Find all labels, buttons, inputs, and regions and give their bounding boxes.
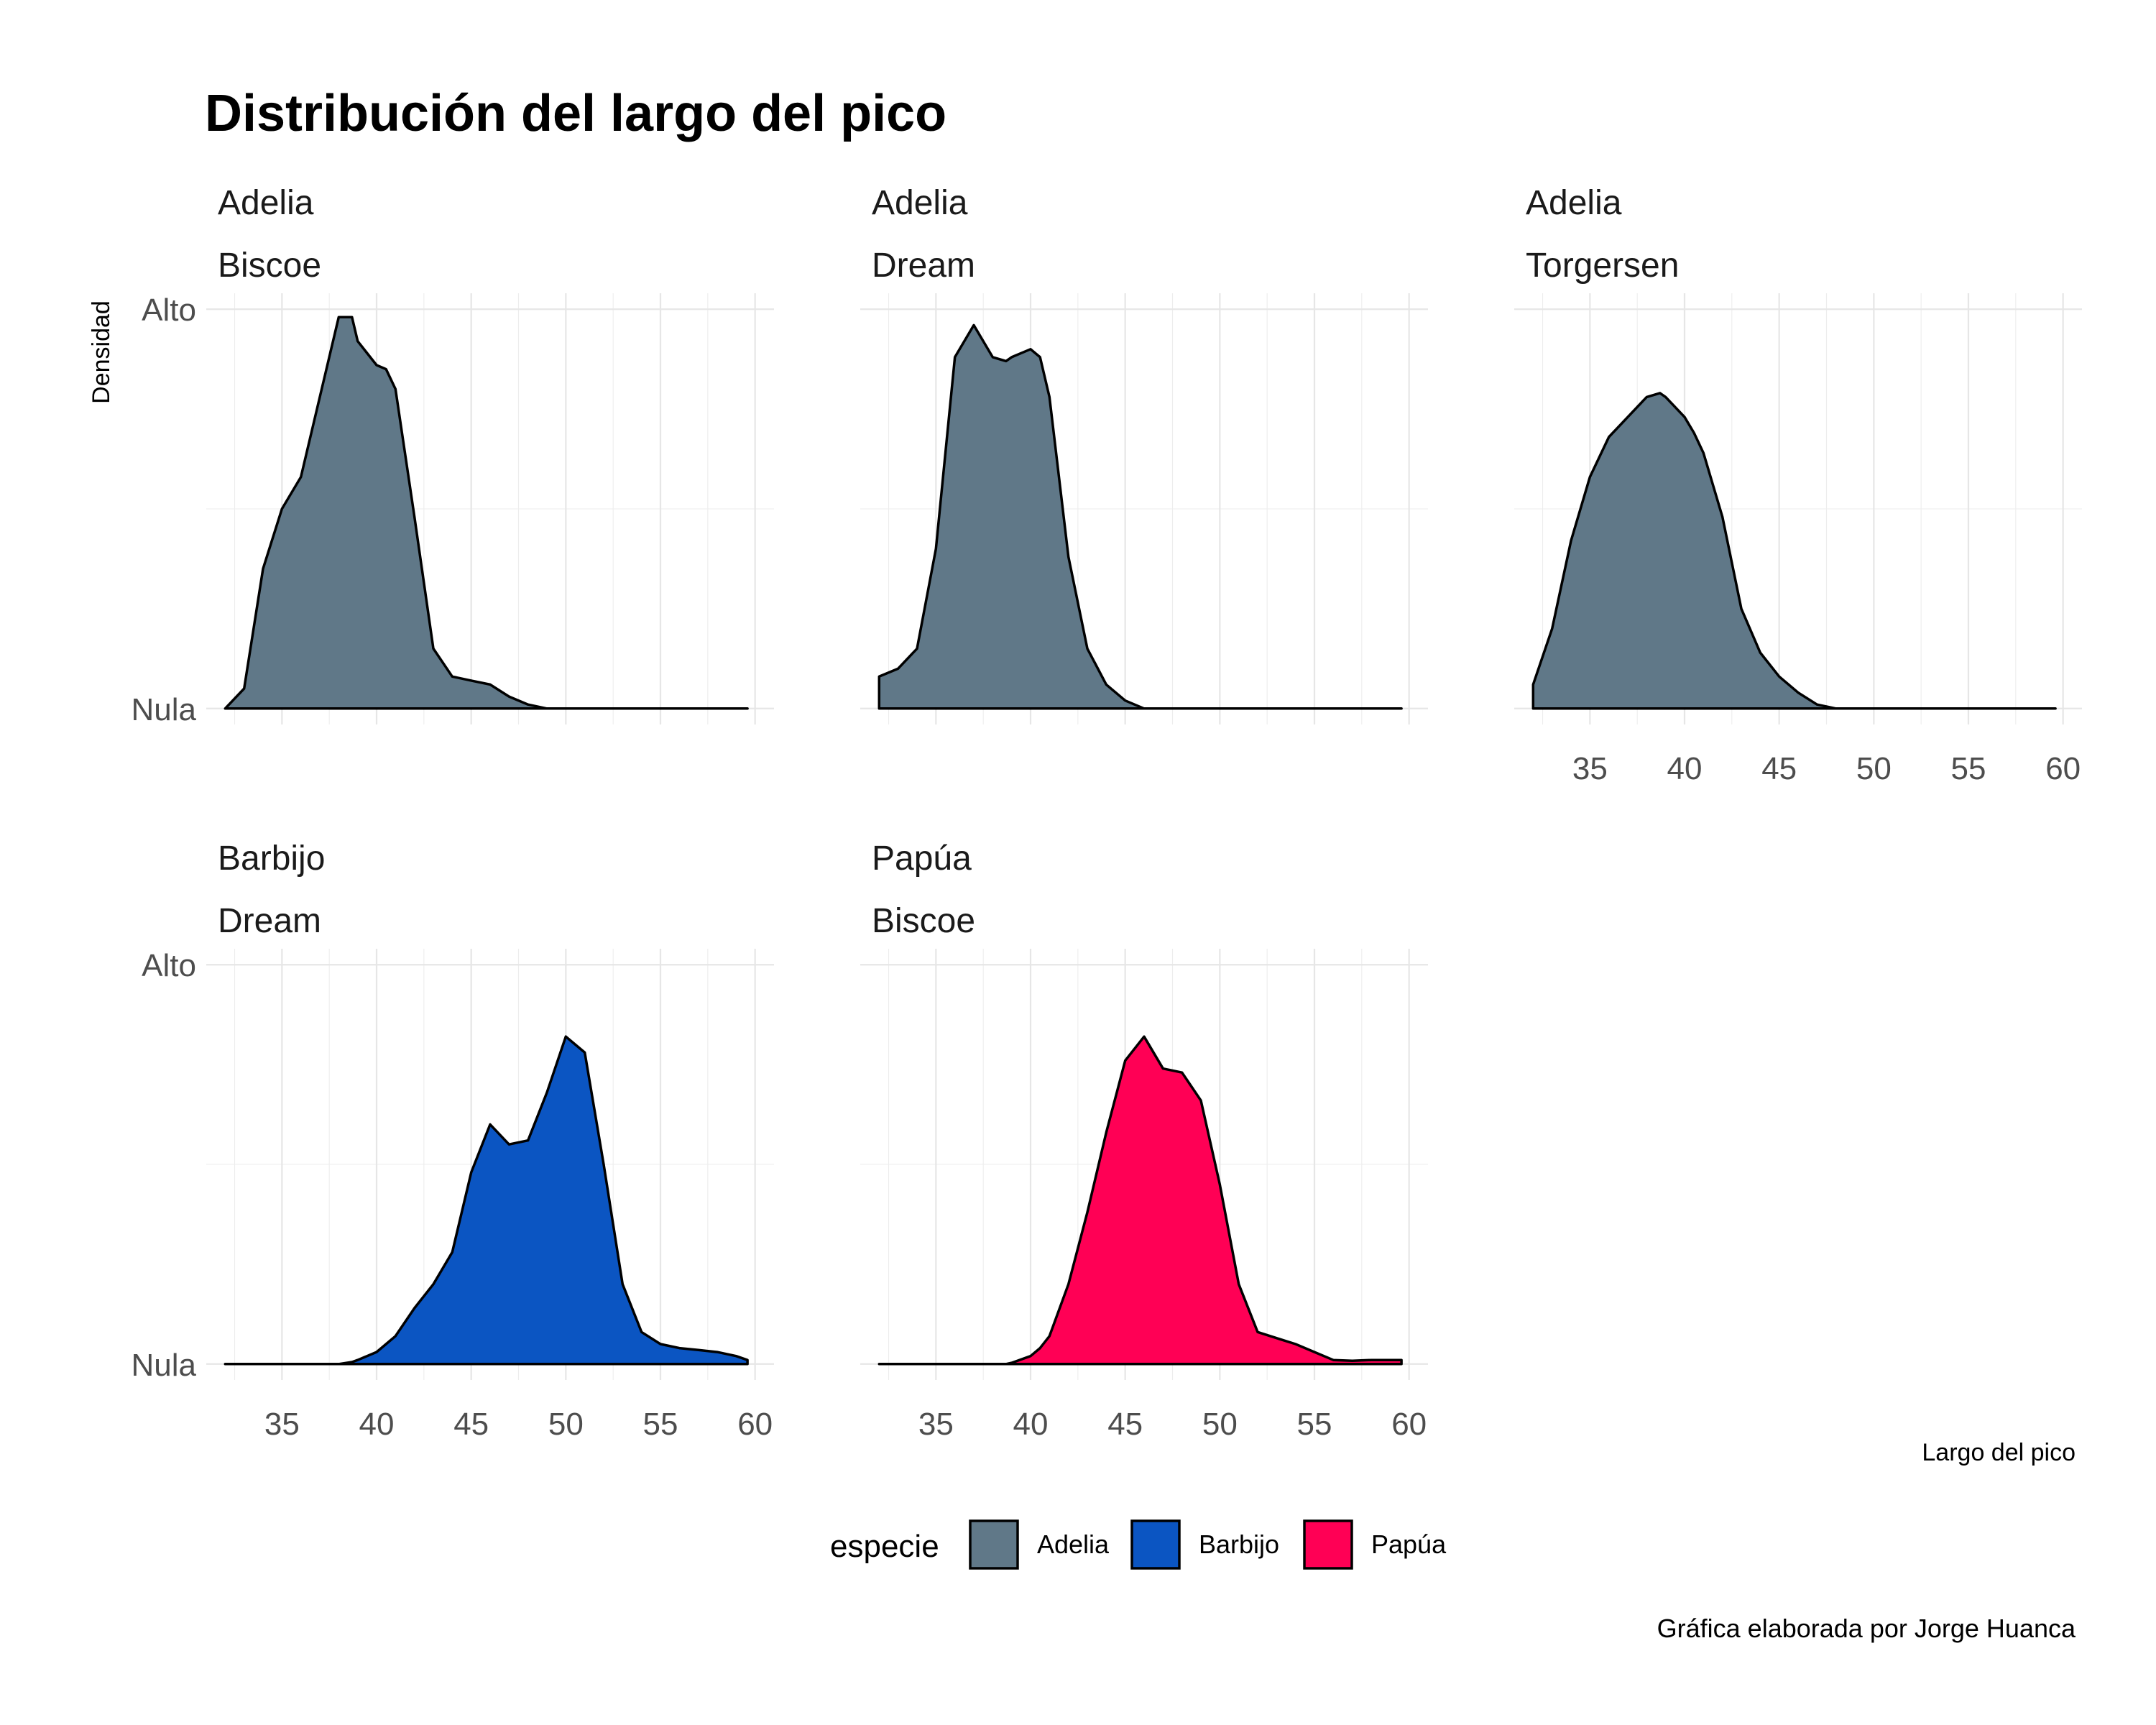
y-axis-title: Densidad (88, 300, 115, 404)
x-tick-label: 50 (548, 1407, 584, 1442)
facet-panel: Adelia Dream (860, 184, 1428, 724)
facet-panel: Papúa Biscoe 35 40 45 50 55 60 (860, 840, 1428, 1442)
x-tick-label: 45 (1107, 1407, 1143, 1442)
legend-key (969, 1519, 1019, 1570)
density-area (224, 1035, 749, 1366)
x-tick-label: 55 (1951, 751, 1986, 786)
x-tick-label: 45 (1761, 751, 1797, 786)
x-tick-label: 60 (2045, 751, 2081, 786)
facet-panel: Adelia Biscoe Nula Alto (132, 184, 774, 727)
facet-panels: Adelia Biscoe Nula Alto Adelia Dream Adelia Tor… (132, 184, 2082, 1442)
x-tick-label: 50 (1202, 1407, 1238, 1442)
density-area (1531, 392, 2057, 710)
legend-title: especie (830, 1529, 939, 1564)
strip-label: Adelia (1526, 184, 1622, 222)
y-tick-label: Nula (132, 1348, 197, 1383)
x-tick-label: 40 (1667, 751, 1703, 786)
density-area (224, 316, 749, 710)
strip-label: Dream (218, 902, 321, 940)
strip-label: Adelia (872, 184, 968, 222)
facet-panel: Barbijo Dream 35 40 45 50 55 60 Nula Alto (132, 840, 774, 1442)
y-tick-label: Alto (142, 948, 196, 983)
density-area (877, 1035, 1403, 1366)
x-tick-label: 60 (737, 1407, 773, 1442)
strip-label: Papúa (872, 840, 972, 878)
x-tick-label: 55 (1297, 1407, 1332, 1442)
strip-label: Dream (872, 247, 975, 285)
x-tick-label: 55 (643, 1407, 678, 1442)
strip-label: Biscoe (872, 902, 975, 940)
x-tick-label: 40 (1013, 1407, 1049, 1442)
legend-key (1303, 1519, 1353, 1570)
chart-title: Distribución del largo del pico (205, 85, 946, 142)
strip-label: Barbijo (218, 840, 325, 878)
legend-label: Papúa (1371, 1530, 1447, 1559)
x-tick-label: 60 (1391, 1407, 1427, 1442)
x-tick-label: 50 (1856, 751, 1892, 786)
x-tick-label: 40 (359, 1407, 395, 1442)
facet-panel: Adelia Torgersen 35 40 45 50 55 60 (1514, 184, 2082, 786)
legend-label: Barbijo (1199, 1530, 1279, 1559)
legend: especie Adelia Barbijo Papúa (830, 1519, 1447, 1570)
x-axis-title: Largo del pico (1922, 1439, 2076, 1466)
x-tick-label: 35 (1572, 751, 1608, 786)
caption: Gráfica elaborada por Jorge Huanca (1657, 1614, 2076, 1643)
x-tick-label: 35 (918, 1407, 954, 1442)
y-tick-label: Alto (142, 293, 196, 328)
legend-key (1130, 1519, 1181, 1570)
y-tick-label: Nula (132, 692, 197, 727)
legend-label: Adelia (1037, 1530, 1110, 1559)
x-tick-label: 45 (453, 1407, 489, 1442)
density-area (877, 323, 1403, 710)
strip-label: Torgersen (1526, 247, 1679, 285)
x-tick-label: 35 (264, 1407, 300, 1442)
strip-label: Biscoe (218, 247, 321, 285)
strip-label: Adelia (218, 184, 314, 222)
